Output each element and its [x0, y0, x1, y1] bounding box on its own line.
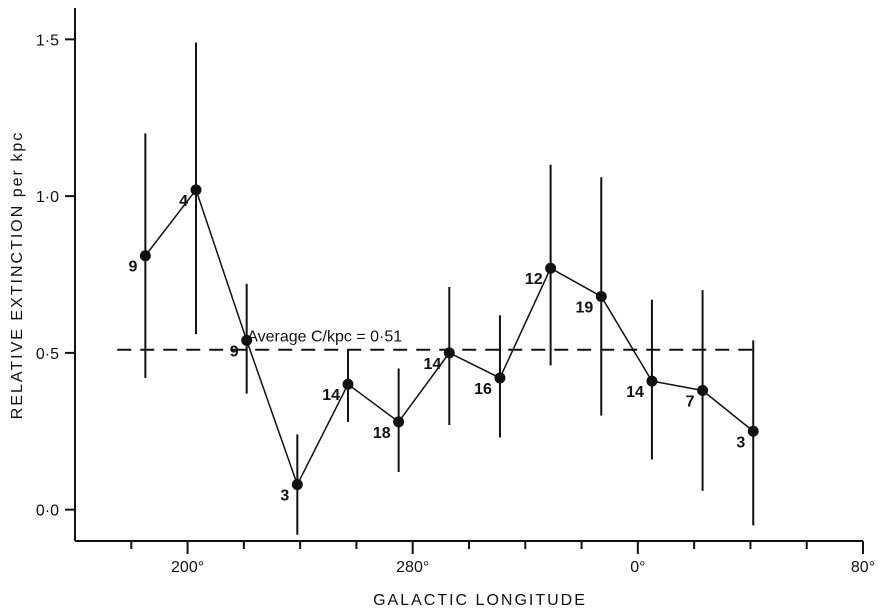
data-point: [747, 425, 759, 437]
x-tick-label: 200°: [171, 559, 204, 576]
x-tick-label: 280°: [396, 559, 429, 576]
average-label: Average C/kpc = 0·51: [247, 329, 402, 346]
data-point: [342, 378, 354, 390]
average-line-layer: Average C/kpc = 0·51: [117, 326, 754, 351]
data-point-label: 4: [179, 193, 188, 210]
data-point-label: 14: [424, 356, 442, 373]
data-point: [443, 347, 455, 359]
x-tick-label: 0°: [630, 559, 645, 576]
data-point: [646, 375, 658, 387]
y-tick-label: 1·5: [36, 32, 59, 49]
data-point-label: 14: [626, 384, 644, 401]
data-point: [139, 250, 151, 262]
data-point-label: 9: [128, 259, 137, 276]
data-point-label: 16: [474, 381, 492, 398]
data-point: [545, 262, 557, 274]
average-label-bg: [243, 326, 407, 348]
y-tick-label: 0·0: [36, 503, 59, 520]
y-tick-label: 0·5: [36, 346, 59, 363]
data-point: [190, 184, 202, 196]
data-point-label: 3: [736, 434, 745, 451]
tick-layer: 200° 280° 0° 80° 0·0 0·5 1·0 1·5: [36, 32, 875, 576]
data-point-label: 18: [373, 425, 391, 442]
data-point: [595, 290, 607, 302]
data-point: [697, 385, 709, 397]
data-point: [494, 372, 506, 384]
data-point: [291, 479, 303, 491]
y-tick-label: 1·0: [36, 189, 59, 206]
data-point-label: 19: [575, 299, 593, 316]
data-point-label: 14: [322, 387, 340, 404]
point-label-layer: 9 4 9 3 14 18 14 16 12 19 14 7 3: [128, 193, 745, 505]
x-tick-label: 80°: [851, 559, 875, 576]
y-axis-label: RELATIVE EXTINCTION per kpc: [9, 131, 26, 419]
point-layer: [139, 184, 759, 491]
error-bar-layer: [144, 42, 755, 535]
x-axis-label: GALACTIC LONGITUDE: [373, 592, 587, 609]
data-point-label: 9: [230, 343, 239, 360]
data-point: [241, 334, 253, 346]
data-point-label: 12: [525, 271, 543, 288]
data-point: [393, 416, 405, 428]
data-point-label: 7: [686, 394, 695, 411]
data-point-label: 3: [280, 488, 289, 505]
